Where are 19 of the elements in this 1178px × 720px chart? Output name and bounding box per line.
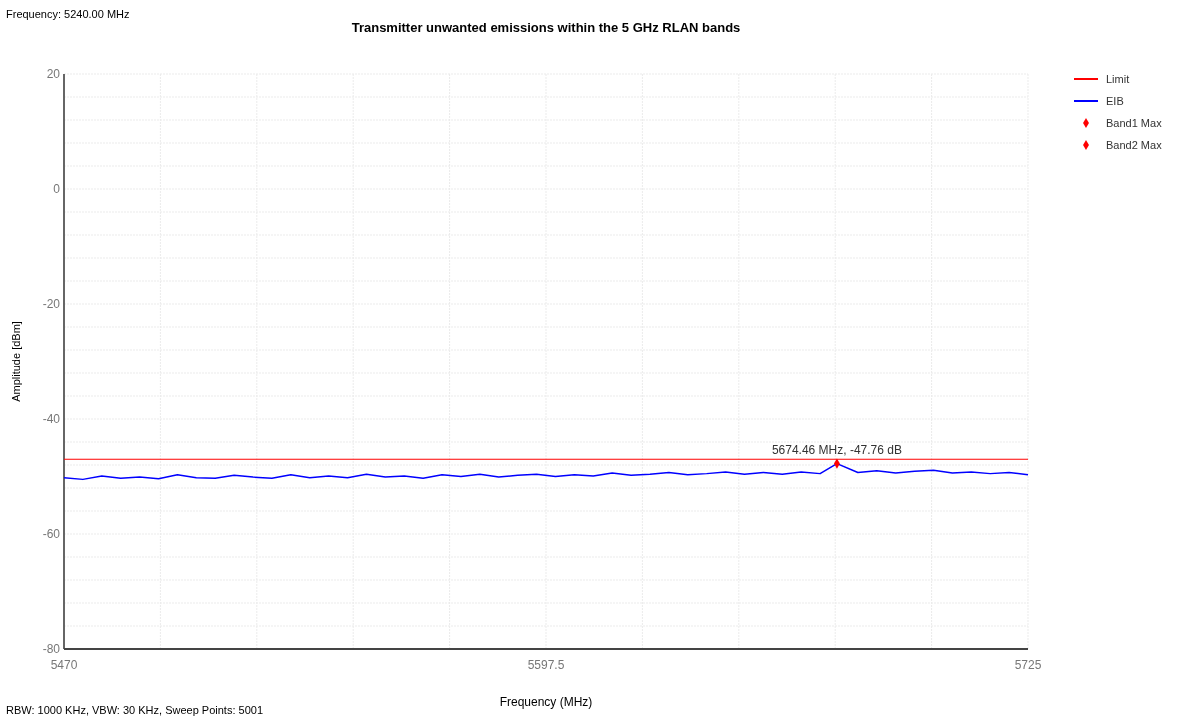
text: Frequency: 5240.00 MHz (6, 8, 130, 20)
y-tick-label: -40 (42, 412, 61, 426)
legend-label: Limit (1106, 73, 1130, 85)
y-tick-label: 20 (46, 67, 61, 81)
y-tick-label: -60 (42, 527, 61, 541)
y-axis-title: Amplitude [dBm] (10, 321, 22, 402)
text: RBW: 1000 KHz, VBW: 30 KHz, Sweep Points: 5001 (6, 704, 263, 716)
legend-label: EIB (1106, 95, 1124, 107)
x-tick-label: 5597.5 (527, 658, 565, 672)
x-tick-label: 5725 (1014, 658, 1042, 672)
legend-label: Band2 Max (1106, 139, 1163, 151)
legend-label: Band1 Max (1106, 117, 1163, 129)
chart-title: Transmitter unwanted emissions within the 5 GHz RLAN bands (351, 20, 741, 35)
x-tick-label: 5470 (50, 658, 78, 672)
y-tick-label: -80 (42, 642, 61, 656)
annotation: 5674.46 MHz, -47.76 dB (771, 442, 902, 457)
y-tick-label: 0 (53, 182, 61, 196)
x-axis-title: Frequency (MHz) (499, 695, 593, 709)
y-tick-label: -20 (42, 297, 61, 311)
